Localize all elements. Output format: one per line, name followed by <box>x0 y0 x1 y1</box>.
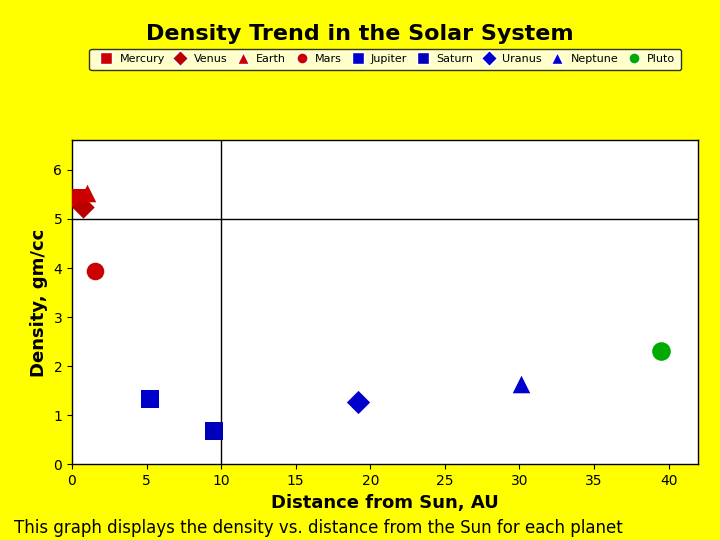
Point <box>515 380 526 388</box>
Text: Density Trend in the Solar System: Density Trend in the Solar System <box>146 24 574 44</box>
Y-axis label: Density, gm/cc: Density, gm/cc <box>30 228 48 376</box>
X-axis label: Distance from Sun, AU: Distance from Sun, AU <box>271 494 499 512</box>
Point <box>72 193 84 202</box>
Legend: Mercury, Venus, Earth, Mars, Jupiter, Saturn, Uranus, Neptune, Pluto: Mercury, Venus, Earth, Mars, Jupiter, Sa… <box>89 49 681 70</box>
Point <box>353 398 364 407</box>
Point <box>77 203 89 212</box>
Point <box>209 426 220 435</box>
Point <box>655 347 667 356</box>
Point <box>89 267 100 276</box>
Point <box>81 189 93 198</box>
Point <box>144 395 156 403</box>
Text: This graph displays the density vs. distance from the Sun for each planet: This graph displays the density vs. dist… <box>14 519 623 537</box>
